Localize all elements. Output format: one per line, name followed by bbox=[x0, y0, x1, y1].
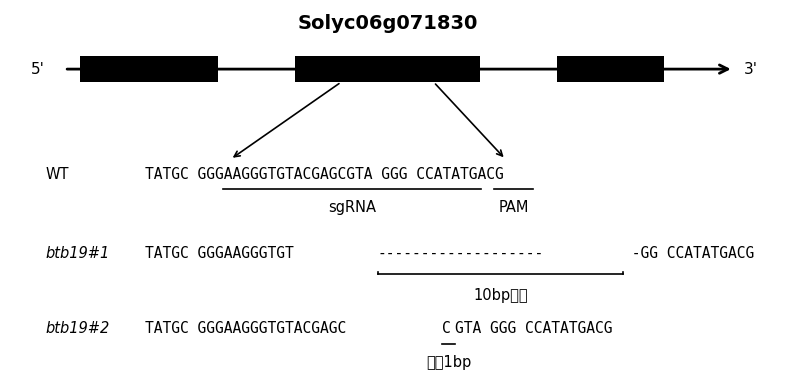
Text: 增加1bp: 增加1bp bbox=[426, 355, 471, 370]
Text: TATGC GGGAAGGGTGTACGAGCGTA GGG CCATATGACG: TATGC GGGAAGGGTGTACGAGCGTA GGG CCATATGAC… bbox=[145, 167, 504, 182]
Text: btb19#2: btb19#2 bbox=[45, 321, 110, 337]
Text: Solyc06g071830: Solyc06g071830 bbox=[297, 14, 478, 33]
Text: 3': 3' bbox=[744, 62, 757, 77]
Text: TATGC GGGAAGGGTGT: TATGC GGGAAGGGTGT bbox=[145, 246, 294, 261]
Text: sgRNA: sgRNA bbox=[328, 200, 376, 215]
Text: WT: WT bbox=[45, 167, 69, 182]
Bar bbox=[296, 56, 480, 82]
Text: 10bp缺失: 10bp缺失 bbox=[474, 288, 528, 303]
Text: PAM: PAM bbox=[498, 200, 529, 215]
Text: C: C bbox=[442, 321, 451, 337]
Text: TATGC GGGAAGGGTGTACGAGC: TATGC GGGAAGGGTGTACGAGC bbox=[145, 321, 347, 337]
Text: GTA GGG CCATATGACG: GTA GGG CCATATGACG bbox=[455, 321, 613, 337]
Bar bbox=[80, 56, 218, 82]
Text: 5': 5' bbox=[32, 62, 45, 77]
Bar bbox=[556, 56, 664, 82]
Text: btb19#1: btb19#1 bbox=[45, 246, 110, 261]
Text: -GG CCATATGACG: -GG CCATATGACG bbox=[623, 246, 755, 261]
Text: -------------------: ------------------- bbox=[377, 246, 544, 261]
